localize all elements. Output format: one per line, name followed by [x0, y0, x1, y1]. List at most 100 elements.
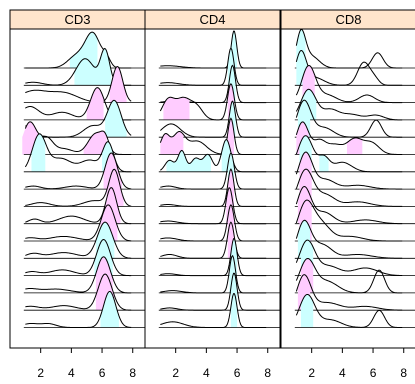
curve-cd3-1	[25, 31, 132, 69]
curve-cd4-4	[159, 82, 267, 121]
fill-cd8-7-2	[319, 154, 329, 172]
ridge-cd8-10	[294, 185, 415, 225]
ridge-cd3-16	[23, 290, 145, 328]
curve-cd8-8	[295, 151, 403, 190]
x-tick-label-cd4-4: 4	[203, 366, 210, 380]
curve-cd3-7	[24, 133, 132, 173]
fill-cd4-6-1	[160, 131, 184, 155]
x-axis-cd4: 2 4 6 8	[172, 348, 271, 380]
fill-cd3-3-1	[109, 66, 127, 103]
ridge-cd8-16	[294, 293, 415, 328]
x-tick-label-cd8-4: 4	[339, 366, 346, 380]
curve-cd8-15	[295, 274, 403, 311]
ridge-cd3-1	[23, 31, 145, 69]
density-ridges-cd8	[294, 28, 415, 328]
curve-cd8-10	[295, 185, 403, 225]
curve-cd4-15	[160, 272, 267, 311]
panel-cd4: CD4 2 4 6 8	[144, 9, 281, 380]
ridge-cd4-7	[158, 138, 280, 173]
curve-cd4-5	[160, 100, 267, 138]
curve-cd4-6	[159, 117, 267, 155]
x-tick-label-cd3-8: 8	[129, 366, 136, 380]
x-tick-label-cd3-2: 2	[37, 366, 44, 380]
curve-cd8-11	[295, 199, 403, 242]
fill-cd3-6-2	[83, 131, 107, 155]
curve-cd3-8	[25, 152, 132, 190]
ridge-cd8-1	[294, 28, 415, 69]
x-tick-label-cd8-2: 2	[308, 366, 315, 380]
density-ridges-cd3	[22, 31, 145, 328]
curve-cd3-16	[25, 290, 132, 328]
x-tick-label-cd4-6: 6	[234, 366, 241, 380]
x-tick-label-cd8-8: 8	[400, 366, 407, 380]
ridge-cd3-10	[23, 187, 145, 225]
fill-cd3-2-1	[74, 48, 112, 86]
ridge-cd4-15	[158, 272, 280, 311]
curve-cd8-7	[295, 135, 403, 173]
ridge-cd3-4	[23, 87, 145, 121]
panel-cd3: CD3 2 4 6 8	[9, 9, 146, 380]
strip-label-cd3: CD3	[64, 12, 90, 27]
curve-cd3-6	[24, 121, 132, 155]
fill-cd8-16-1	[300, 294, 314, 328]
fill-cd4-16-1	[230, 293, 238, 328]
curve-cd4-11	[160, 204, 267, 242]
curve-cd4-8	[160, 152, 267, 190]
curve-cd3-13	[25, 238, 132, 277]
density-ridges-cd4	[158, 30, 280, 328]
curve-cd8-3	[295, 64, 403, 104]
curve-cd4-16	[160, 293, 267, 328]
curve-cd4-13	[160, 238, 267, 277]
ridge-cd4-3	[158, 64, 280, 104]
x-tick-label-cd3-6: 6	[99, 366, 106, 380]
ridge-cd4-6	[158, 117, 280, 155]
curve-cd3-14	[25, 256, 132, 294]
curve-cd3-9	[25, 168, 132, 207]
fill-cd3-4-1	[86, 87, 104, 120]
x-axis-cd8: 2 4 6 8	[308, 348, 407, 380]
ridge-cd4-4	[158, 82, 280, 121]
curve-cd3-10	[25, 187, 132, 225]
x-tick-label-cd4-2: 2	[172, 366, 179, 380]
curve-cd4-10	[160, 186, 267, 225]
curve-cd4-7	[160, 138, 267, 173]
curve-cd3-12	[25, 221, 132, 259]
curve-cd8-6	[295, 121, 403, 155]
curve-cd8-1	[295, 28, 403, 69]
curve-cd8-13	[295, 239, 403, 277]
ridge-cd8-6	[294, 121, 415, 155]
ridge-cd3-14	[23, 256, 145, 294]
curve-cd3-3	[25, 66, 132, 103]
ridge-cd4-16	[158, 293, 280, 328]
ridge-cd8-4	[294, 88, 415, 121]
curve-cd3-15	[25, 273, 132, 311]
curve-cd4-12	[160, 221, 267, 259]
ridge-cd4-1	[158, 30, 280, 69]
fill-cd3-7-1	[31, 133, 46, 172]
ridge-cd3-3	[23, 66, 145, 103]
x-tick-label-cd4-8: 8	[264, 366, 271, 380]
fill-cd4-7-1	[166, 150, 211, 172]
ridge-cd4-12	[158, 221, 280, 259]
ridge-cd8-9	[294, 168, 415, 207]
ridge-cd8-8	[294, 151, 415, 190]
curve-cd4-9	[160, 168, 267, 207]
curve-cd4-2	[160, 47, 267, 86]
panel-frame-cd8	[280, 9, 415, 349]
panel-frame-cd4	[144, 9, 281, 349]
fill-cd4-4-1	[163, 97, 190, 120]
curve-cd4-1	[160, 30, 267, 69]
curve-cd8-5	[295, 99, 403, 138]
fill-cd3-5-1	[105, 100, 127, 138]
curve-cd8-12	[295, 219, 403, 259]
x-axis-cd3: 2 4 6 8	[37, 348, 136, 380]
fill-cd3-1-1	[69, 32, 98, 68]
strip-label-cd4: CD4	[199, 12, 225, 27]
curve-cd8-14	[295, 257, 403, 294]
curve-cd8-16	[295, 293, 403, 328]
curve-cd8-4	[295, 88, 403, 121]
panel-cd8: CD8 2 4 6 8	[280, 9, 415, 380]
curve-cd3-11	[25, 204, 132, 242]
x-tick-label-cd3-4: 4	[68, 366, 75, 380]
